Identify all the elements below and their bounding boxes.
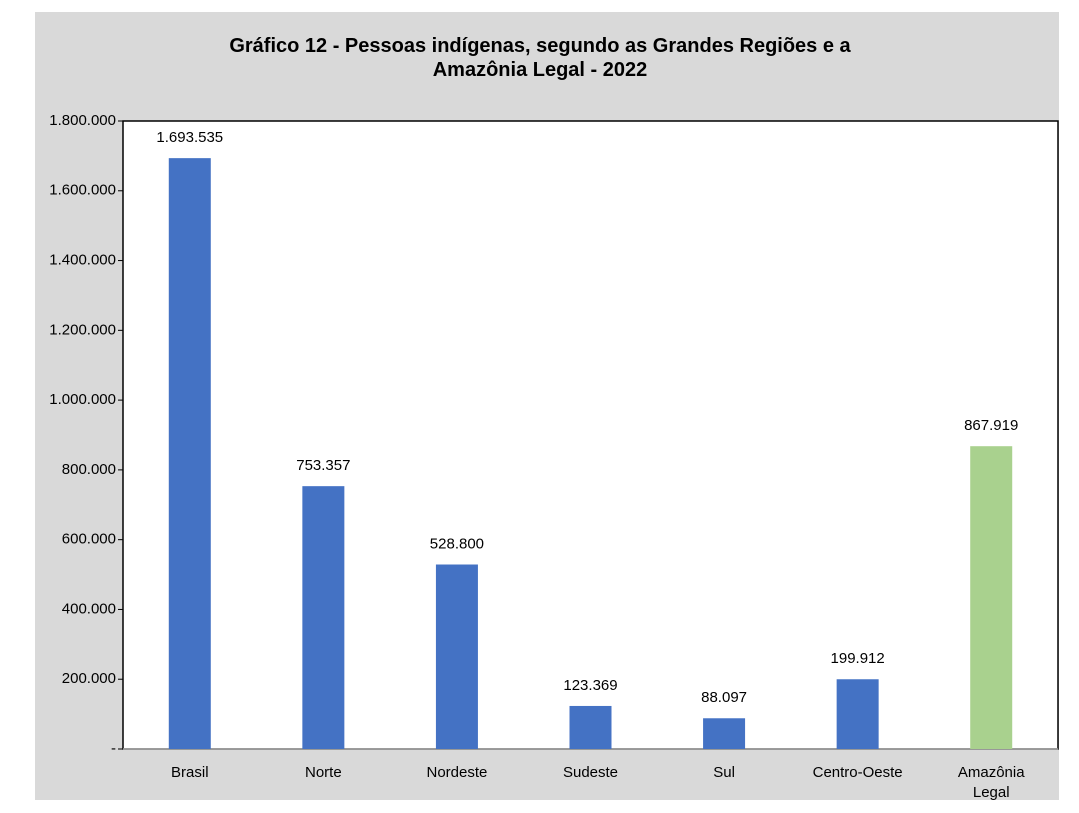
bar [703, 718, 746, 749]
value-label: 199.912 [831, 650, 885, 667]
x-tick-label: Sudeste [563, 764, 618, 781]
bar [302, 486, 345, 749]
x-tick-label-line: Amazônia [958, 764, 1025, 781]
value-label: 867.919 [964, 417, 1018, 434]
bar [836, 679, 879, 749]
x-tick-label-line: Legal [973, 784, 1010, 801]
value-label: 88.097 [701, 689, 747, 706]
y-tick-label: 600.000 [62, 531, 116, 548]
x-tick-label: Norte [305, 764, 342, 781]
y-tick-label: 1.600.000 [49, 182, 116, 199]
y-tick-label: 1.000.000 [49, 391, 116, 408]
y-tick-label: 1.200.000 [49, 321, 116, 338]
value-label: 123.369 [563, 677, 617, 694]
bar [569, 705, 612, 749]
x-tick-label: Nordeste [426, 764, 487, 781]
value-label: 1.693.535 [156, 129, 223, 146]
bar [435, 564, 478, 749]
y-tick-label: 800.000 [62, 461, 116, 478]
bar [168, 158, 211, 749]
y-tick-label: 400.000 [62, 600, 116, 617]
x-tick-label: Brasil [171, 764, 209, 781]
chart-title: Gráfico 12 - Pessoas indígenas, segundo … [229, 35, 851, 81]
x-tick-label: Amazônia Legal [958, 764, 1025, 801]
value-label: 528.800 [430, 535, 484, 552]
y-tick-label: - [111, 740, 116, 757]
y-tick-label: 1.400.000 [49, 252, 116, 269]
plot-area [122, 120, 1059, 750]
value-label: 753.357 [296, 457, 350, 474]
y-tick-label: 200.000 [62, 670, 116, 687]
x-tick-label: Centro-Oeste [813, 764, 903, 781]
bar [970, 446, 1013, 749]
x-tick-label: Sul [713, 764, 735, 781]
y-tick-label: 1.800.000 [49, 112, 116, 129]
